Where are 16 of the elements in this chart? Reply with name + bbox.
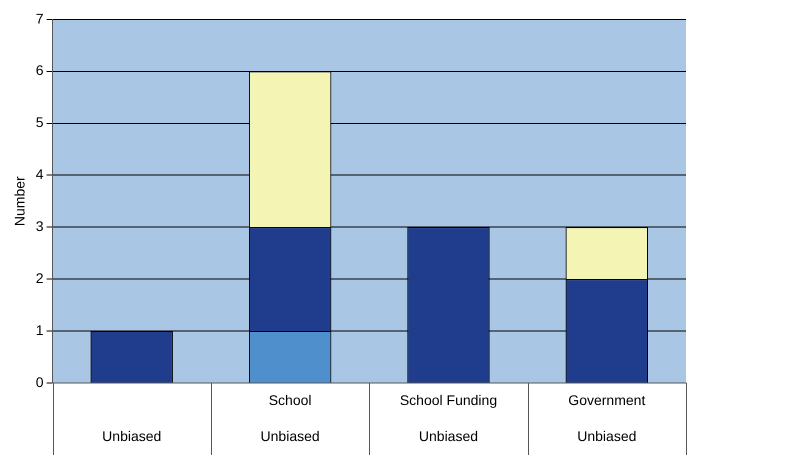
y-tick-label: 4: [36, 166, 44, 182]
y-tick-label: 6: [36, 62, 44, 78]
text: Unbiased: [260, 428, 320, 444]
x-tick-label: School Funding: [400, 392, 498, 408]
y-tick-label: 3: [36, 218, 44, 234]
text: Unbiased: [418, 428, 478, 444]
text: Unbiased: [102, 428, 162, 444]
y-tick-label: 2: [36, 270, 44, 286]
y-tick-label: 1: [36, 322, 44, 338]
text: Unbiased: [577, 428, 636, 444]
y-tick-label: 7: [36, 10, 44, 26]
y-tick-label: 0: [36, 374, 44, 390]
x-tick-label: School: [268, 392, 312, 408]
y-axis-title: Number: [11, 176, 28, 226]
x-tick-label: Government: [568, 392, 646, 408]
y-tick-label: 5: [36, 114, 44, 130]
